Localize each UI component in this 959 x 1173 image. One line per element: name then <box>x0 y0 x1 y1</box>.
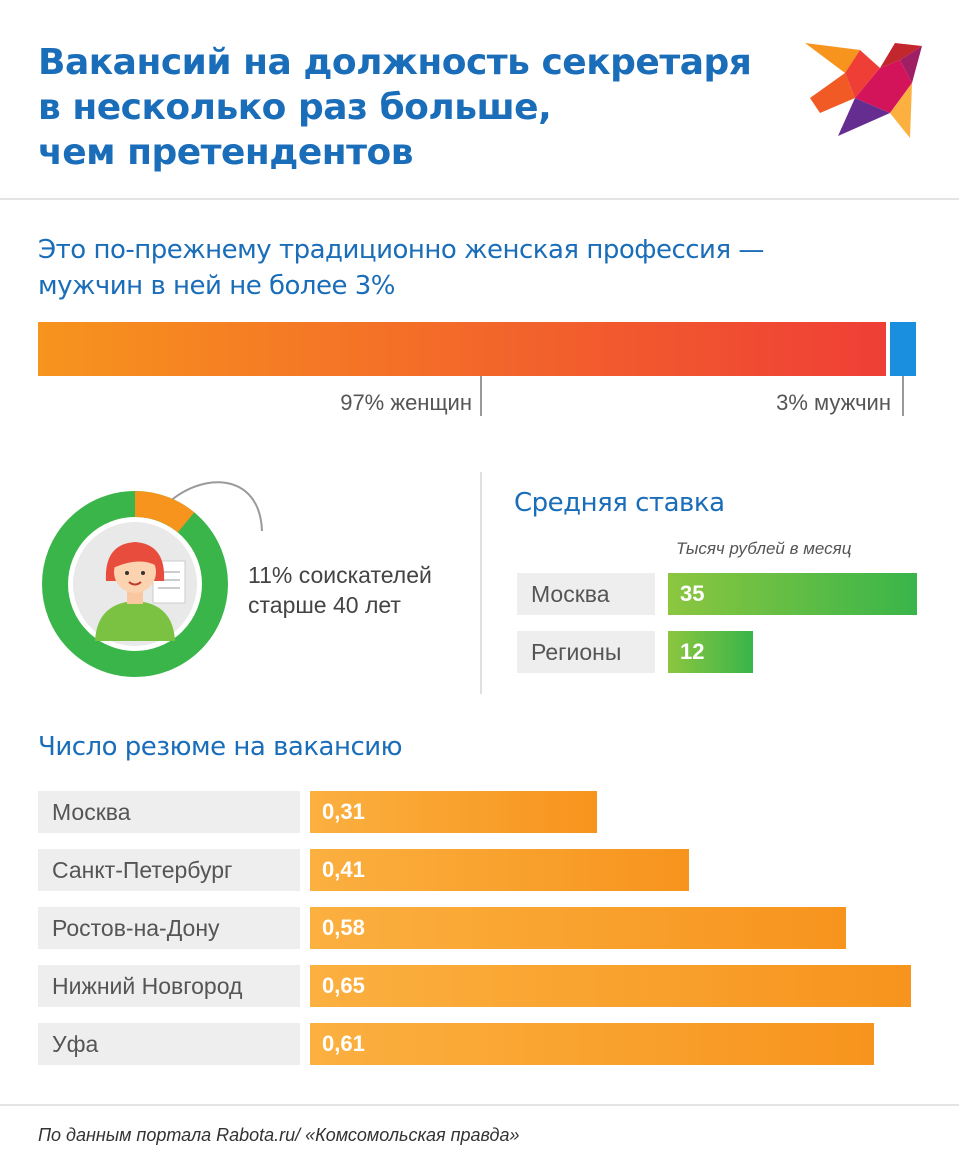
gender-heading: Это по-прежнему традиционно женская проф… <box>38 232 764 304</box>
category-label: Нижний Новгород <box>38 965 300 1007</box>
age-label-line: 11% соискателей <box>248 562 432 588</box>
category-label: Ростов-на-Дону <box>38 907 300 949</box>
women-tick <box>480 376 482 416</box>
bar <box>668 631 754 673</box>
men-label: 3% мужчин <box>776 390 891 415</box>
category-label: Москва <box>38 791 300 833</box>
women-bar <box>38 322 886 376</box>
value-label: 0,31 <box>322 799 365 824</box>
age-pointer-line <box>164 481 263 532</box>
gender-heading-line: мужчин в ней не более 3% <box>38 271 396 301</box>
category-label: Москва <box>517 573 655 615</box>
kp-bird-logo-icon <box>805 43 922 138</box>
source-note: По данным портала Rabota.ru/ «Комсомольс… <box>38 1125 520 1145</box>
age-label: 11% соискателей старше 40 лет <box>248 560 432 620</box>
gender-heading-line: Это по-прежнему традиционно женская проф… <box>38 235 764 265</box>
page-title: Вакансий на должность секретаря в нескол… <box>38 40 798 175</box>
value-label: 0,65 <box>322 973 365 998</box>
value-label: 0,58 <box>322 915 365 940</box>
bar <box>310 791 597 833</box>
section-divider <box>480 472 482 694</box>
resume-title: Число резюме на вакансию <box>38 732 403 762</box>
age-donut <box>42 481 263 677</box>
bar <box>310 965 911 1007</box>
category-label: Санкт-Петербург <box>38 849 300 891</box>
bar <box>310 1023 874 1065</box>
category-label: Уфа <box>38 1023 300 1065</box>
title-line: чем претендентов <box>38 132 414 173</box>
men-bar <box>889 322 916 376</box>
title-line: в несколько раз больше, <box>38 87 552 128</box>
value-label: 35 <box>680 581 705 606</box>
footer-divider <box>0 1104 959 1106</box>
value-label: 12 <box>680 639 705 664</box>
bar <box>310 849 690 891</box>
donut-age-segment <box>134 491 195 533</box>
value-label: 0,41 <box>322 857 365 882</box>
woman-avatar-icon <box>95 542 186 641</box>
bar <box>310 907 847 949</box>
salary-subtitle: Тысяч рублей в месяц <box>676 539 852 558</box>
category-label: Регионы <box>517 631 655 673</box>
men-tick <box>902 376 904 416</box>
value-label: 0,61 <box>322 1031 365 1056</box>
age-label-line: старше 40 лет <box>248 592 401 618</box>
salary-title: Средняя ставка <box>514 488 725 518</box>
title-line: Вакансий на должность секретаря <box>38 42 752 83</box>
women-label: 97% женщин <box>340 390 472 415</box>
header-divider <box>0 198 959 200</box>
bar <box>668 573 917 615</box>
